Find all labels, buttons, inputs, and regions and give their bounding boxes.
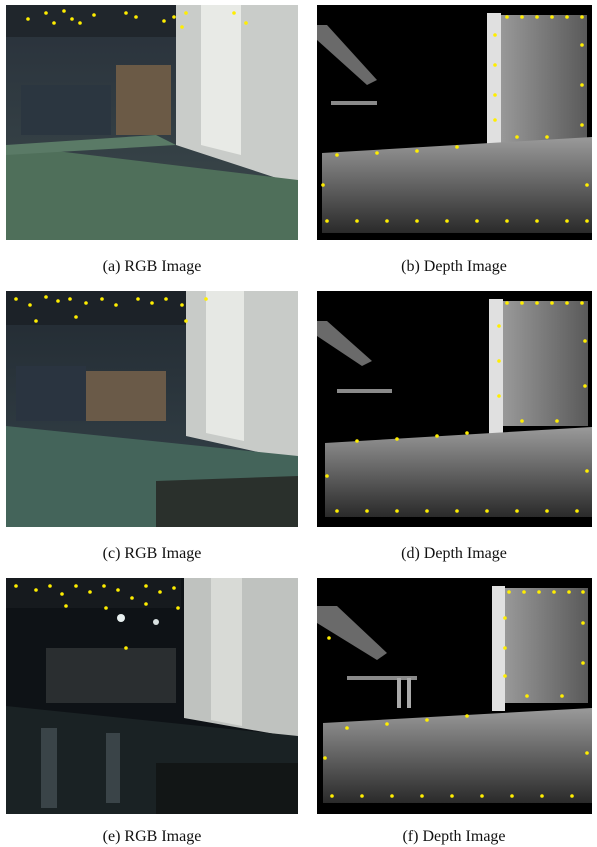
caption-f: (f) Depth Image — [402, 828, 506, 845]
depth-image-d — [317, 291, 592, 527]
rgb-image-c — [6, 291, 298, 527]
caption-a: (a) RGB Image — [102, 258, 202, 275]
caption-d: (d) Depth Image — [401, 545, 507, 562]
rgb-image-a — [6, 5, 298, 240]
caption-c: (c) RGB Image — [102, 545, 202, 562]
caption-e: (e) RGB Image — [102, 828, 202, 845]
depth-image-b — [317, 5, 592, 240]
depth-image-f — [317, 578, 592, 814]
rgb-image-e — [6, 578, 298, 814]
caption-b: (b) Depth Image — [401, 258, 507, 275]
